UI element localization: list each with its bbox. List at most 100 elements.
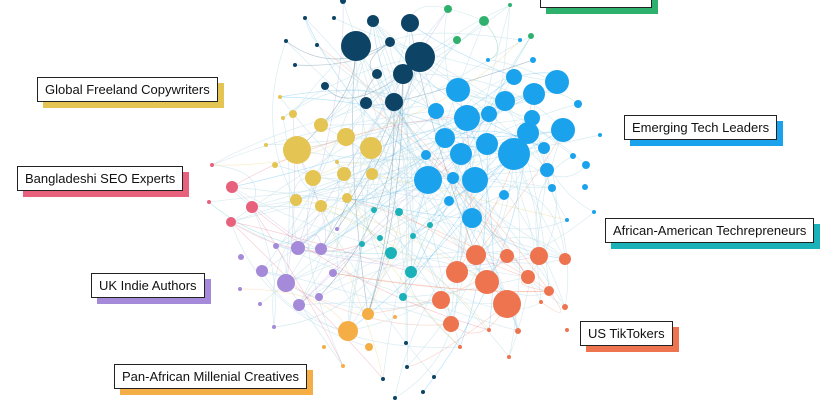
node-navy[interactable] bbox=[372, 69, 382, 79]
node-purple[interactable] bbox=[335, 227, 339, 231]
node-green[interactable] bbox=[444, 5, 452, 13]
node-navy[interactable] bbox=[315, 43, 319, 47]
node-navy[interactable] bbox=[393, 64, 413, 84]
node-teal[interactable] bbox=[399, 293, 407, 301]
node-navy[interactable] bbox=[360, 97, 372, 109]
node-orange[interactable] bbox=[539, 300, 543, 304]
node-blue[interactable] bbox=[499, 190, 509, 200]
node-orange[interactable] bbox=[559, 253, 571, 265]
node-blue[interactable] bbox=[598, 133, 602, 137]
node-pink[interactable] bbox=[226, 217, 236, 227]
node-yellow[interactable] bbox=[281, 116, 285, 120]
node-navy[interactable] bbox=[385, 37, 395, 47]
node-yellow[interactable] bbox=[305, 170, 321, 186]
node-navy[interactable] bbox=[432, 375, 436, 379]
node-yellow[interactable] bbox=[335, 160, 339, 164]
node-orange[interactable] bbox=[544, 286, 554, 296]
node-amber[interactable] bbox=[322, 345, 326, 349]
node-navy[interactable] bbox=[321, 82, 329, 90]
node-yellow[interactable] bbox=[289, 110, 297, 118]
node-navy[interactable] bbox=[293, 63, 297, 67]
node-yellow[interactable] bbox=[314, 118, 328, 132]
node-pink[interactable] bbox=[210, 163, 214, 167]
node-orange[interactable] bbox=[487, 328, 491, 332]
node-blue[interactable] bbox=[551, 118, 575, 142]
community-label-indie[interactable]: UK Indie Authors bbox=[91, 273, 211, 304]
node-amber[interactable] bbox=[393, 315, 397, 319]
node-blue[interactable] bbox=[428, 103, 444, 119]
community-label-tech[interactable]: Emerging Tech Leaders bbox=[624, 115, 784, 146]
node-blue[interactable] bbox=[582, 161, 590, 169]
node-orange[interactable] bbox=[466, 245, 486, 265]
node-yellow[interactable] bbox=[342, 193, 352, 203]
node-navy[interactable] bbox=[341, 31, 371, 61]
node-purple[interactable] bbox=[315, 293, 323, 301]
node-orange[interactable] bbox=[507, 355, 511, 359]
node-orange[interactable] bbox=[432, 291, 450, 309]
node-navy[interactable] bbox=[332, 16, 336, 20]
node-orange[interactable] bbox=[458, 345, 462, 349]
node-purple[interactable] bbox=[315, 243, 327, 255]
node-blue[interactable] bbox=[421, 150, 431, 160]
node-blue[interactable] bbox=[462, 167, 488, 193]
node-purple[interactable] bbox=[272, 325, 276, 329]
node-amber[interactable] bbox=[341, 364, 345, 368]
node-teal[interactable] bbox=[371, 207, 377, 213]
community-label-tiktok[interactable]: US TikTokers bbox=[580, 321, 679, 352]
node-yellow[interactable] bbox=[272, 162, 278, 168]
node-pink[interactable] bbox=[207, 200, 211, 204]
node-navy[interactable] bbox=[404, 341, 408, 345]
node-pink[interactable] bbox=[246, 201, 258, 213]
node-purple[interactable] bbox=[277, 274, 295, 292]
node-green[interactable] bbox=[508, 3, 512, 7]
node-blue[interactable] bbox=[582, 184, 588, 190]
node-teal[interactable] bbox=[385, 247, 397, 259]
node-purple[interactable] bbox=[329, 269, 337, 277]
node-blue[interactable] bbox=[506, 69, 522, 85]
node-blue[interactable] bbox=[495, 91, 515, 111]
node-teal[interactable] bbox=[427, 222, 433, 228]
node-amber[interactable] bbox=[338, 321, 358, 341]
node-orange[interactable] bbox=[500, 249, 514, 263]
node-amber[interactable] bbox=[362, 308, 374, 320]
node-green[interactable] bbox=[528, 33, 534, 39]
community-label-creatives[interactable]: Pan-African Millenial Creatives bbox=[114, 364, 314, 395]
node-blue[interactable] bbox=[435, 128, 455, 148]
node-purple[interactable] bbox=[238, 287, 242, 291]
node-orange[interactable] bbox=[565, 328, 569, 332]
node-orange[interactable] bbox=[521, 270, 535, 284]
node-yellow[interactable] bbox=[315, 200, 327, 212]
node-blue[interactable] bbox=[498, 138, 530, 170]
node-teal[interactable] bbox=[410, 233, 416, 239]
node-yellow[interactable] bbox=[290, 194, 302, 206]
node-navy[interactable] bbox=[381, 377, 385, 381]
node-navy[interactable] bbox=[405, 365, 409, 369]
node-teal[interactable] bbox=[405, 266, 417, 278]
community-label-top[interactable] bbox=[540, 0, 658, 14]
node-blue[interactable] bbox=[518, 38, 522, 42]
node-blue[interactable] bbox=[454, 105, 480, 131]
community-label-copywriters[interactable]: Global Freeland Copywriters bbox=[37, 77, 224, 108]
node-blue[interactable] bbox=[476, 133, 498, 155]
node-teal[interactable] bbox=[377, 235, 383, 241]
node-yellow[interactable] bbox=[283, 136, 311, 164]
node-green[interactable] bbox=[453, 36, 461, 44]
node-orange[interactable] bbox=[443, 316, 459, 332]
node-navy[interactable] bbox=[421, 390, 425, 394]
node-purple[interactable] bbox=[291, 241, 305, 255]
node-orange[interactable] bbox=[446, 261, 468, 283]
node-yellow[interactable] bbox=[264, 143, 268, 147]
node-navy[interactable] bbox=[367, 15, 379, 27]
node-purple[interactable] bbox=[256, 265, 268, 277]
node-yellow[interactable] bbox=[337, 128, 355, 146]
community-label-seo[interactable]: Bangladeshi SEO Experts bbox=[17, 166, 190, 197]
node-navy[interactable] bbox=[393, 396, 397, 400]
node-purple[interactable] bbox=[293, 299, 305, 311]
node-navy[interactable] bbox=[303, 16, 307, 20]
node-blue[interactable] bbox=[592, 210, 596, 214]
node-teal[interactable] bbox=[395, 208, 403, 216]
node-blue[interactable] bbox=[545, 70, 569, 94]
node-blue[interactable] bbox=[450, 143, 472, 165]
node-orange[interactable] bbox=[493, 290, 521, 318]
node-orange[interactable] bbox=[475, 270, 499, 294]
